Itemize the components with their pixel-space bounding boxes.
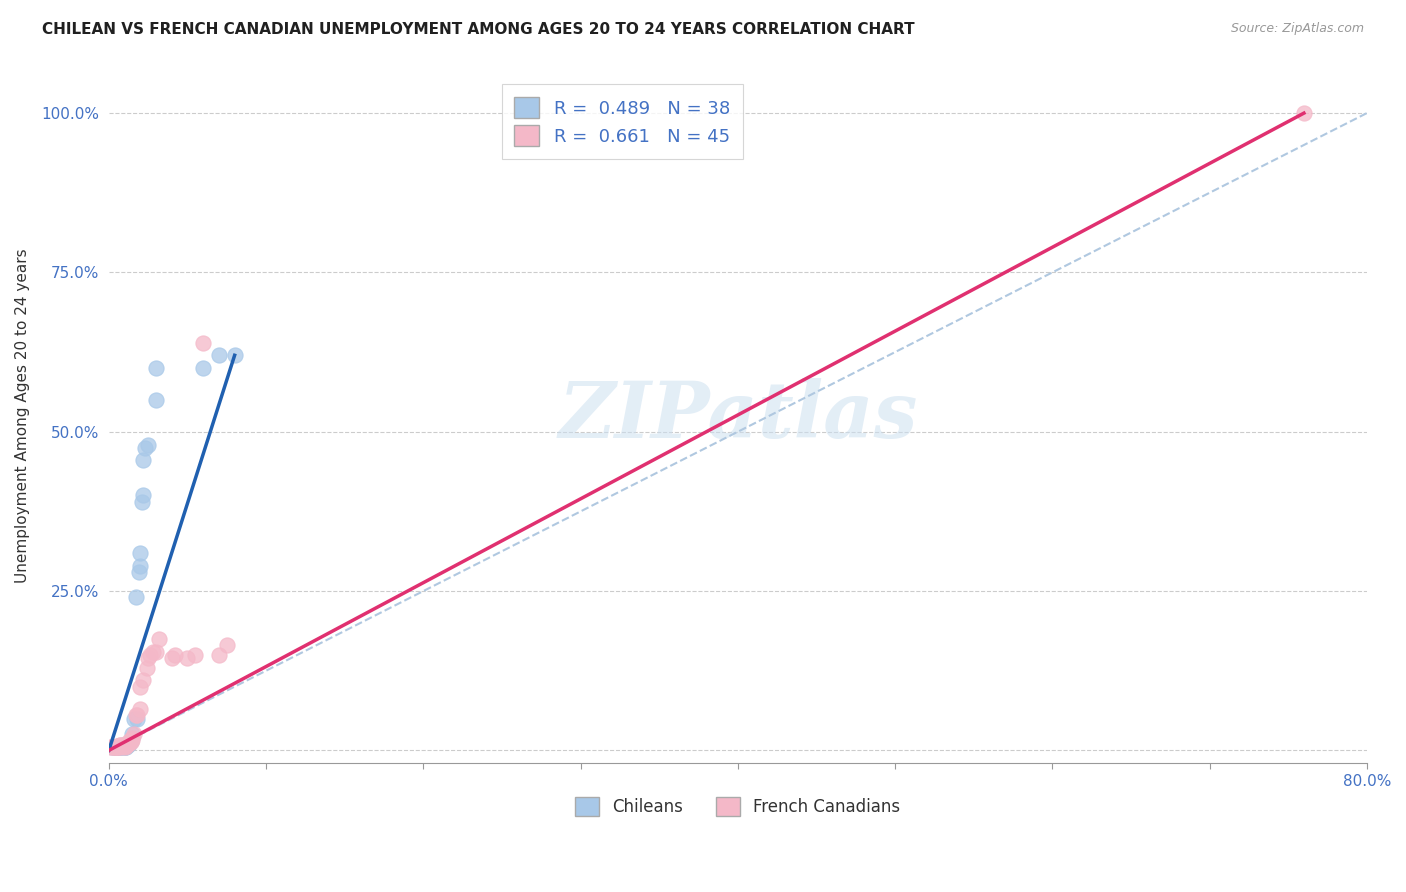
Point [138, 648, 160, 662]
Point [107, 739, 129, 753]
Point [121, 727, 143, 741]
Point [118, 736, 141, 750]
Point [136, 437, 159, 451]
Point [111, 739, 134, 753]
Point [148, 632, 170, 646]
Point [135, 660, 157, 674]
Point [134, 441, 156, 455]
Point [184, 648, 207, 662]
Point [124, 591, 146, 605]
Point [120, 735, 142, 749]
Point [117, 739, 139, 753]
Point [108, 739, 131, 753]
Point [107, 739, 129, 754]
Point [129, 546, 152, 560]
Point [117, 737, 139, 751]
Point [208, 648, 231, 662]
Point [114, 740, 136, 755]
Point [105, 739, 128, 754]
Point [128, 565, 150, 579]
Point [110, 739, 132, 753]
Point [108, 739, 131, 753]
Point [193, 335, 215, 350]
Point [121, 731, 143, 745]
Point [115, 739, 138, 753]
Point [107, 739, 129, 754]
Text: Source: ZipAtlas.com: Source: ZipAtlas.com [1230, 22, 1364, 36]
Point [115, 739, 138, 753]
Point [127, 712, 149, 726]
Point [108, 740, 131, 755]
Point [111, 739, 134, 753]
Text: ZIPatlas: ZIPatlas [558, 377, 918, 454]
Point [115, 739, 138, 754]
Point [142, 645, 165, 659]
Point [101, 740, 124, 755]
Point [105, 740, 128, 755]
Point [1292, 106, 1315, 120]
Point [127, 708, 149, 723]
Point [104, 739, 127, 754]
Text: CHILEAN VS FRENCH CANADIAN UNEMPLOYMENT AMONG AGES 20 TO 24 YEARS CORRELATION CH: CHILEAN VS FRENCH CANADIAN UNEMPLOYMENT … [42, 22, 915, 37]
Point [129, 680, 152, 694]
Point [110, 739, 132, 754]
Point [114, 739, 136, 754]
Point [145, 645, 167, 659]
Point [131, 495, 153, 509]
Point [145, 361, 167, 376]
Point [129, 702, 152, 716]
Point [105, 740, 128, 755]
Point [110, 739, 132, 754]
Point [114, 739, 136, 754]
Point [124, 708, 146, 723]
Point [160, 651, 183, 665]
Point [122, 712, 145, 726]
Point [121, 731, 143, 745]
Point [104, 740, 127, 755]
Point [118, 734, 141, 748]
Point [105, 739, 128, 753]
Point [101, 740, 124, 755]
Point [108, 739, 131, 753]
Point [132, 673, 155, 688]
Point [121, 733, 143, 747]
Point [118, 737, 141, 751]
Legend: Chileans, French Canadians: Chileans, French Canadians [567, 789, 908, 824]
Point [145, 392, 167, 407]
Point [215, 638, 238, 652]
Point [132, 453, 155, 467]
Point [122, 727, 145, 741]
Point [117, 737, 139, 751]
Point [176, 651, 198, 665]
Point [224, 348, 246, 362]
Point [136, 651, 159, 665]
Point [104, 740, 127, 755]
Point [114, 739, 136, 753]
Point [163, 648, 186, 662]
Point [129, 558, 152, 573]
Point [107, 740, 129, 755]
Point [103, 740, 125, 755]
Y-axis label: Unemployment Among Ages 20 to 24 years: Unemployment Among Ages 20 to 24 years [15, 249, 30, 583]
Point [110, 740, 132, 755]
Point [208, 348, 231, 362]
Point [120, 734, 142, 748]
Point [111, 739, 134, 753]
Point [103, 740, 125, 755]
Point [115, 738, 138, 752]
Point [132, 488, 155, 502]
Point [100, 740, 122, 755]
Point [193, 361, 215, 376]
